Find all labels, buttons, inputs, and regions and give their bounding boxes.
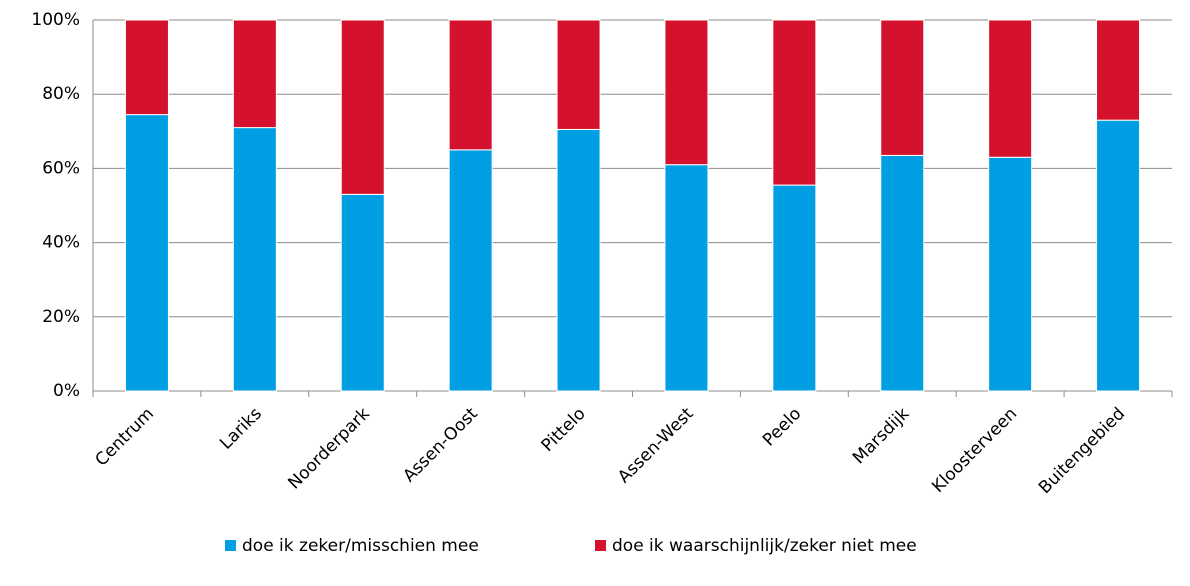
bar-segment — [340, 19, 385, 195]
bar-segment — [556, 128, 601, 392]
y-tick-label: 40% — [42, 233, 80, 253]
x-tick-label: Lariks — [216, 404, 266, 454]
bar-segment — [988, 19, 1033, 158]
legend-swatch — [595, 540, 606, 551]
y-tick-label: 60% — [42, 158, 80, 178]
bar-segment — [664, 164, 709, 392]
bar-segment — [772, 184, 817, 392]
x-tick-label: Peelo — [759, 404, 805, 450]
legend-label: doe ik waarschijnlijk/zeker niet mee — [612, 536, 917, 556]
bar-segment — [664, 19, 709, 166]
bar-segment — [232, 127, 277, 392]
x-tick-label: Pittelo — [538, 404, 590, 456]
bar-segment — [988, 156, 1033, 392]
x-tick-label: Kloosterveen — [928, 404, 1021, 497]
bar-segment — [124, 114, 169, 392]
x-tick-label: Marsdijk — [849, 404, 913, 468]
bar-segment — [1096, 19, 1141, 121]
x-tick-label: Assen-Oost — [399, 404, 482, 487]
bar-segment — [880, 154, 925, 392]
bar-segment — [340, 193, 385, 392]
y-tick-label: 0% — [53, 381, 80, 401]
x-tick-label: Buitengebied — [1035, 404, 1129, 498]
bar-segment — [232, 19, 277, 129]
legend-swatch — [225, 540, 236, 551]
y-tick-label: 100% — [31, 10, 80, 30]
bar-segment — [448, 19, 493, 151]
bar-segment — [1096, 119, 1141, 392]
y-tick-label: 20% — [42, 307, 80, 327]
y-tick-label: 80% — [42, 84, 80, 104]
x-tick-label: Centrum — [91, 404, 158, 471]
bar-segment — [772, 19, 817, 186]
legend-label: doe ik zeker/misschien mee — [242, 536, 479, 556]
bar-segment — [556, 19, 601, 130]
bar-segment — [880, 19, 925, 156]
x-tick-label: Assen-West — [614, 404, 698, 488]
bar-segment — [448, 149, 493, 392]
bar-segment — [124, 19, 169, 116]
x-tick-label: Noorderpark — [284, 404, 374, 494]
